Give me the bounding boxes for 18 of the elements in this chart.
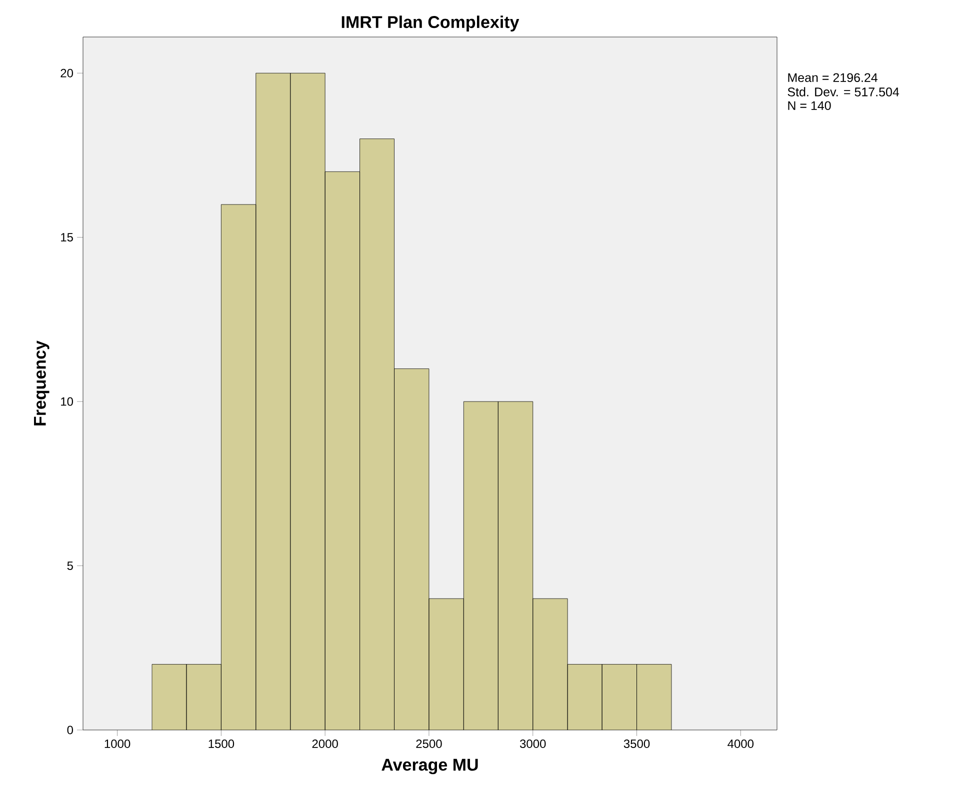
x-tick-label: 2500 bbox=[416, 740, 442, 748]
x-tick-label: 2000 bbox=[312, 740, 338, 748]
x-tick-label: 3500 bbox=[624, 740, 650, 748]
y-tick-label: 10 bbox=[61, 397, 74, 406]
chart-title: IMRT Plan Complexity bbox=[342, 16, 520, 32]
y-axis-title: Frequency bbox=[34, 340, 50, 426]
text: Mean = 2196.24 bbox=[788, 73, 878, 82]
y-tick-label: 0 bbox=[67, 726, 74, 734]
y-tick-label: 5 bbox=[67, 562, 73, 570]
x-tick-label: 3000 bbox=[520, 740, 546, 748]
y-tick-label: 15 bbox=[61, 233, 73, 242]
text: Std. Dev. = 517.504 bbox=[788, 87, 900, 96]
x-tick-label: 1500 bbox=[208, 740, 234, 748]
text: N = 140 bbox=[788, 101, 831, 110]
y-tick-label: 20 bbox=[60, 68, 74, 78]
x-tick-label: 4000 bbox=[728, 740, 754, 748]
x-axis-title: Average MU bbox=[382, 758, 478, 774]
x-tick-label: 1000 bbox=[104, 740, 130, 748]
